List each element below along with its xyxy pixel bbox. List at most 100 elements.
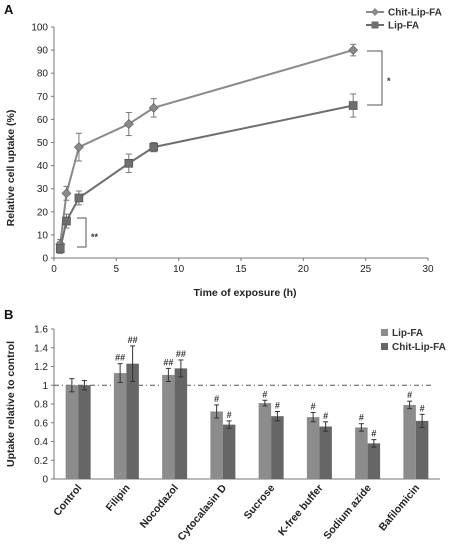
- chart-a-x-tick-label: 25: [360, 264, 372, 275]
- panel-label-b: B: [4, 307, 13, 322]
- chart-a-y-tick-label: 40: [37, 161, 49, 172]
- chart-a-x-tick-label: 5: [114, 264, 120, 275]
- chart-a-y-tick-label: 50: [37, 138, 49, 149]
- significance-label: ##: [163, 357, 173, 367]
- chart-b-y-tick-label: 1.6: [34, 325, 48, 336]
- bar: [113, 373, 127, 479]
- chart-b-y-tick-label: 0.6: [34, 418, 48, 429]
- category-label: Sucrose: [242, 482, 278, 522]
- category-label: Nocodazol: [138, 482, 181, 530]
- chart-b-axes: [53, 329, 440, 480]
- chart-a-xlabel: Time of exposure (h): [193, 287, 296, 299]
- bar: [367, 443, 381, 479]
- significance-label: #: [359, 413, 364, 423]
- bar: [271, 416, 284, 479]
- chart-a-x-tick-label: 0: [51, 264, 57, 275]
- bar: [222, 424, 236, 479]
- chart-a-ticks: 0 10 20 30 40 50 60 70 80 90 100 0 5 10 15 20 25 30: [31, 23, 434, 276]
- chart-a-y-tick-label: 80: [37, 69, 49, 80]
- bar: [126, 363, 139, 479]
- significance-label: #: [227, 410, 232, 420]
- bar: [415, 420, 429, 479]
- chart-b-y-tick-label: 1: [42, 381, 48, 392]
- significance-label: #: [323, 411, 328, 421]
- chart-a-y-tick-label: 10: [37, 230, 49, 241]
- data-point: [124, 158, 134, 168]
- data-point: [55, 244, 65, 254]
- bar: [306, 417, 320, 479]
- legend-swatch: [381, 329, 388, 336]
- chart-b-y-tick-label: 1.4: [34, 343, 48, 354]
- chart-a-y-tick-label: 70: [37, 92, 49, 103]
- significance-label: ##: [128, 335, 138, 345]
- significance-label: ##: [176, 349, 186, 359]
- chart-a-axes: [53, 27, 428, 259]
- bar: [78, 385, 91, 479]
- category-label: Sodium azide: [321, 482, 374, 542]
- chart-b-y-tick-label: 1.2: [34, 362, 48, 373]
- bar: [210, 411, 223, 479]
- chart-b-y-tick-label: 0: [42, 475, 48, 486]
- category-label: Filipin: [104, 482, 133, 513]
- legend-label: Chit-Lip-FA: [392, 342, 446, 353]
- category-label: Bafilomicin: [377, 482, 423, 533]
- data-point: [348, 101, 358, 110]
- series-line-lip-fa: [59, 104, 354, 249]
- legend-marker: [371, 8, 379, 16]
- category-label: Control: [51, 482, 84, 518]
- chart-a-y-tick-label: 90: [37, 46, 49, 57]
- chart-a: A 0 10 20 30 40 50 60 70 80 90 100 0 5 10 15 20 25 30 Rel…: [4, 2, 442, 299]
- data-point: [123, 119, 134, 129]
- legend-label: Lip-FA: [388, 21, 419, 32]
- chart-b-ticks: 0 0.2 0.4 0.6 0.8 1 1.2 1.4 1.6: [34, 325, 54, 486]
- panel-label-a: A: [4, 2, 14, 17]
- chart-b-ylabel: Uptake relative to control: [5, 341, 17, 467]
- significance-label: ##: [115, 353, 125, 363]
- chart-b-y-tick-label: 0.8: [34, 400, 48, 411]
- data-point: [74, 142, 84, 153]
- significance-label: #: [371, 429, 376, 439]
- chart-b: B 0 0.2 0.4 0.6 0.8 1 1.2 1.4 1.6 Uptake relativ…: [4, 307, 446, 543]
- chart-a-marks: [55, 43, 359, 254]
- data-point: [61, 188, 72, 199]
- significance-label: #: [275, 401, 280, 411]
- chart-b-legend: Lip-FA Chit-Lip-FA: [381, 328, 446, 353]
- bar: [319, 426, 332, 479]
- legend-label: Lip-FA: [392, 328, 423, 339]
- chart-b-marks: Control####Filipin####Nocodazol##Cytocal…: [51, 335, 429, 543]
- significance-bracket-24h: [367, 50, 383, 106]
- chart-b-y-tick-label: 0.4: [34, 437, 48, 448]
- legend-swatch: [381, 343, 388, 350]
- bar: [65, 385, 79, 479]
- chart-a-annotations: * **: [77, 50, 391, 248]
- data-point: [74, 193, 84, 203]
- chart-a-x-tick-label: 20: [298, 264, 310, 275]
- significance-label: #: [262, 389, 267, 399]
- chart-a-y-tick-label: 100: [31, 23, 48, 34]
- chart-a-y-tick-label: 20: [37, 207, 49, 218]
- category-label: Cytocalasin D: [175, 482, 229, 543]
- significance-label: #: [214, 394, 219, 404]
- legend-label: Chit-Lip-FA: [388, 8, 442, 19]
- chart-a-legend: Chit-Lip-FA Lip-FA: [366, 8, 442, 32]
- bar: [174, 368, 188, 479]
- chart-b-y-tick-label: 0.2: [34, 456, 48, 467]
- significance-label: #: [311, 401, 316, 411]
- significance-label: #: [420, 403, 425, 413]
- series-line-chit-lip-fa: [59, 49, 354, 245]
- data-point: [348, 45, 359, 56]
- data-point: [62, 216, 71, 226]
- significance-bracket-1h: [77, 217, 87, 248]
- chart-a-y-tick-label: 60: [37, 115, 49, 126]
- bar: [162, 374, 175, 479]
- category-label: K-free buffer: [276, 482, 326, 538]
- bar: [258, 403, 272, 479]
- chart-a-ylabel: Relative cell uptake (%): [5, 110, 17, 227]
- significance-star-24h: *: [387, 76, 391, 86]
- chart-a-x-tick-label: 30: [422, 264, 434, 275]
- bar: [355, 427, 368, 479]
- significance-star-1h: **: [91, 232, 99, 242]
- significance-label: #: [407, 390, 412, 400]
- chart-a-x-tick-label: 10: [173, 264, 185, 275]
